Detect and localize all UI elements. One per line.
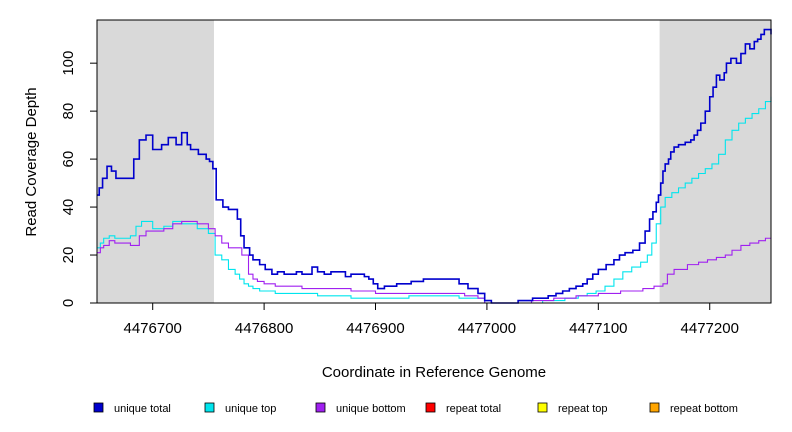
x-axis: 4476700 4476800 4476900 4477000 4477100 44772… <box>123 302 739 337</box>
shaded-regions <box>97 20 771 303</box>
legend-label: repeat bottom <box>670 403 738 415</box>
series-line-unique-total <box>97 28 772 304</box>
x-tick-label: 4476900 <box>346 320 404 337</box>
x-tick-label: 4477000 <box>458 320 516 337</box>
shaded-region-0 <box>97 20 214 303</box>
y-tick-label: 40 <box>60 199 77 216</box>
legend-swatch-unique-bottom <box>315 402 326 413</box>
y-tick-label: 0 <box>60 299 77 307</box>
x-tick-label: 4476800 <box>235 320 293 337</box>
y-tick-label: 100 <box>60 51 77 76</box>
legend: unique total unique top unique bottom repea… <box>93 402 738 415</box>
legend-swatch-repeat-total <box>425 402 436 413</box>
y-tick-label: 80 <box>60 103 77 120</box>
legend-swatch-repeat-bottom <box>649 402 660 413</box>
x-axis-title: Coordinate in Reference Genome <box>322 364 546 381</box>
legend-label: repeat top <box>558 403 608 415</box>
series-line-unique-bottom <box>97 220 771 304</box>
y-tick-label: 20 <box>60 247 77 264</box>
legend-swatch-repeat-top <box>537 402 548 413</box>
y-tick-label: 60 <box>60 151 77 168</box>
legend-label: repeat total <box>446 403 501 415</box>
x-tick-label: 4476700 <box>123 320 181 337</box>
x-tick-label: 4477200 <box>681 320 739 337</box>
x-tick-label: 4477100 <box>569 320 627 337</box>
legend-label: unique top <box>225 403 276 415</box>
y-axis-title: Read Coverage Depth <box>23 87 40 236</box>
legend-swatch-unique-top <box>204 402 215 413</box>
legend-label: unique total <box>114 403 171 415</box>
shaded-region-1 <box>659 20 771 303</box>
legend-label: unique bottom <box>336 403 406 415</box>
y-axis: 0 20 40 60 80 100 <box>60 51 98 307</box>
legend-swatch-unique-total <box>93 402 104 413</box>
